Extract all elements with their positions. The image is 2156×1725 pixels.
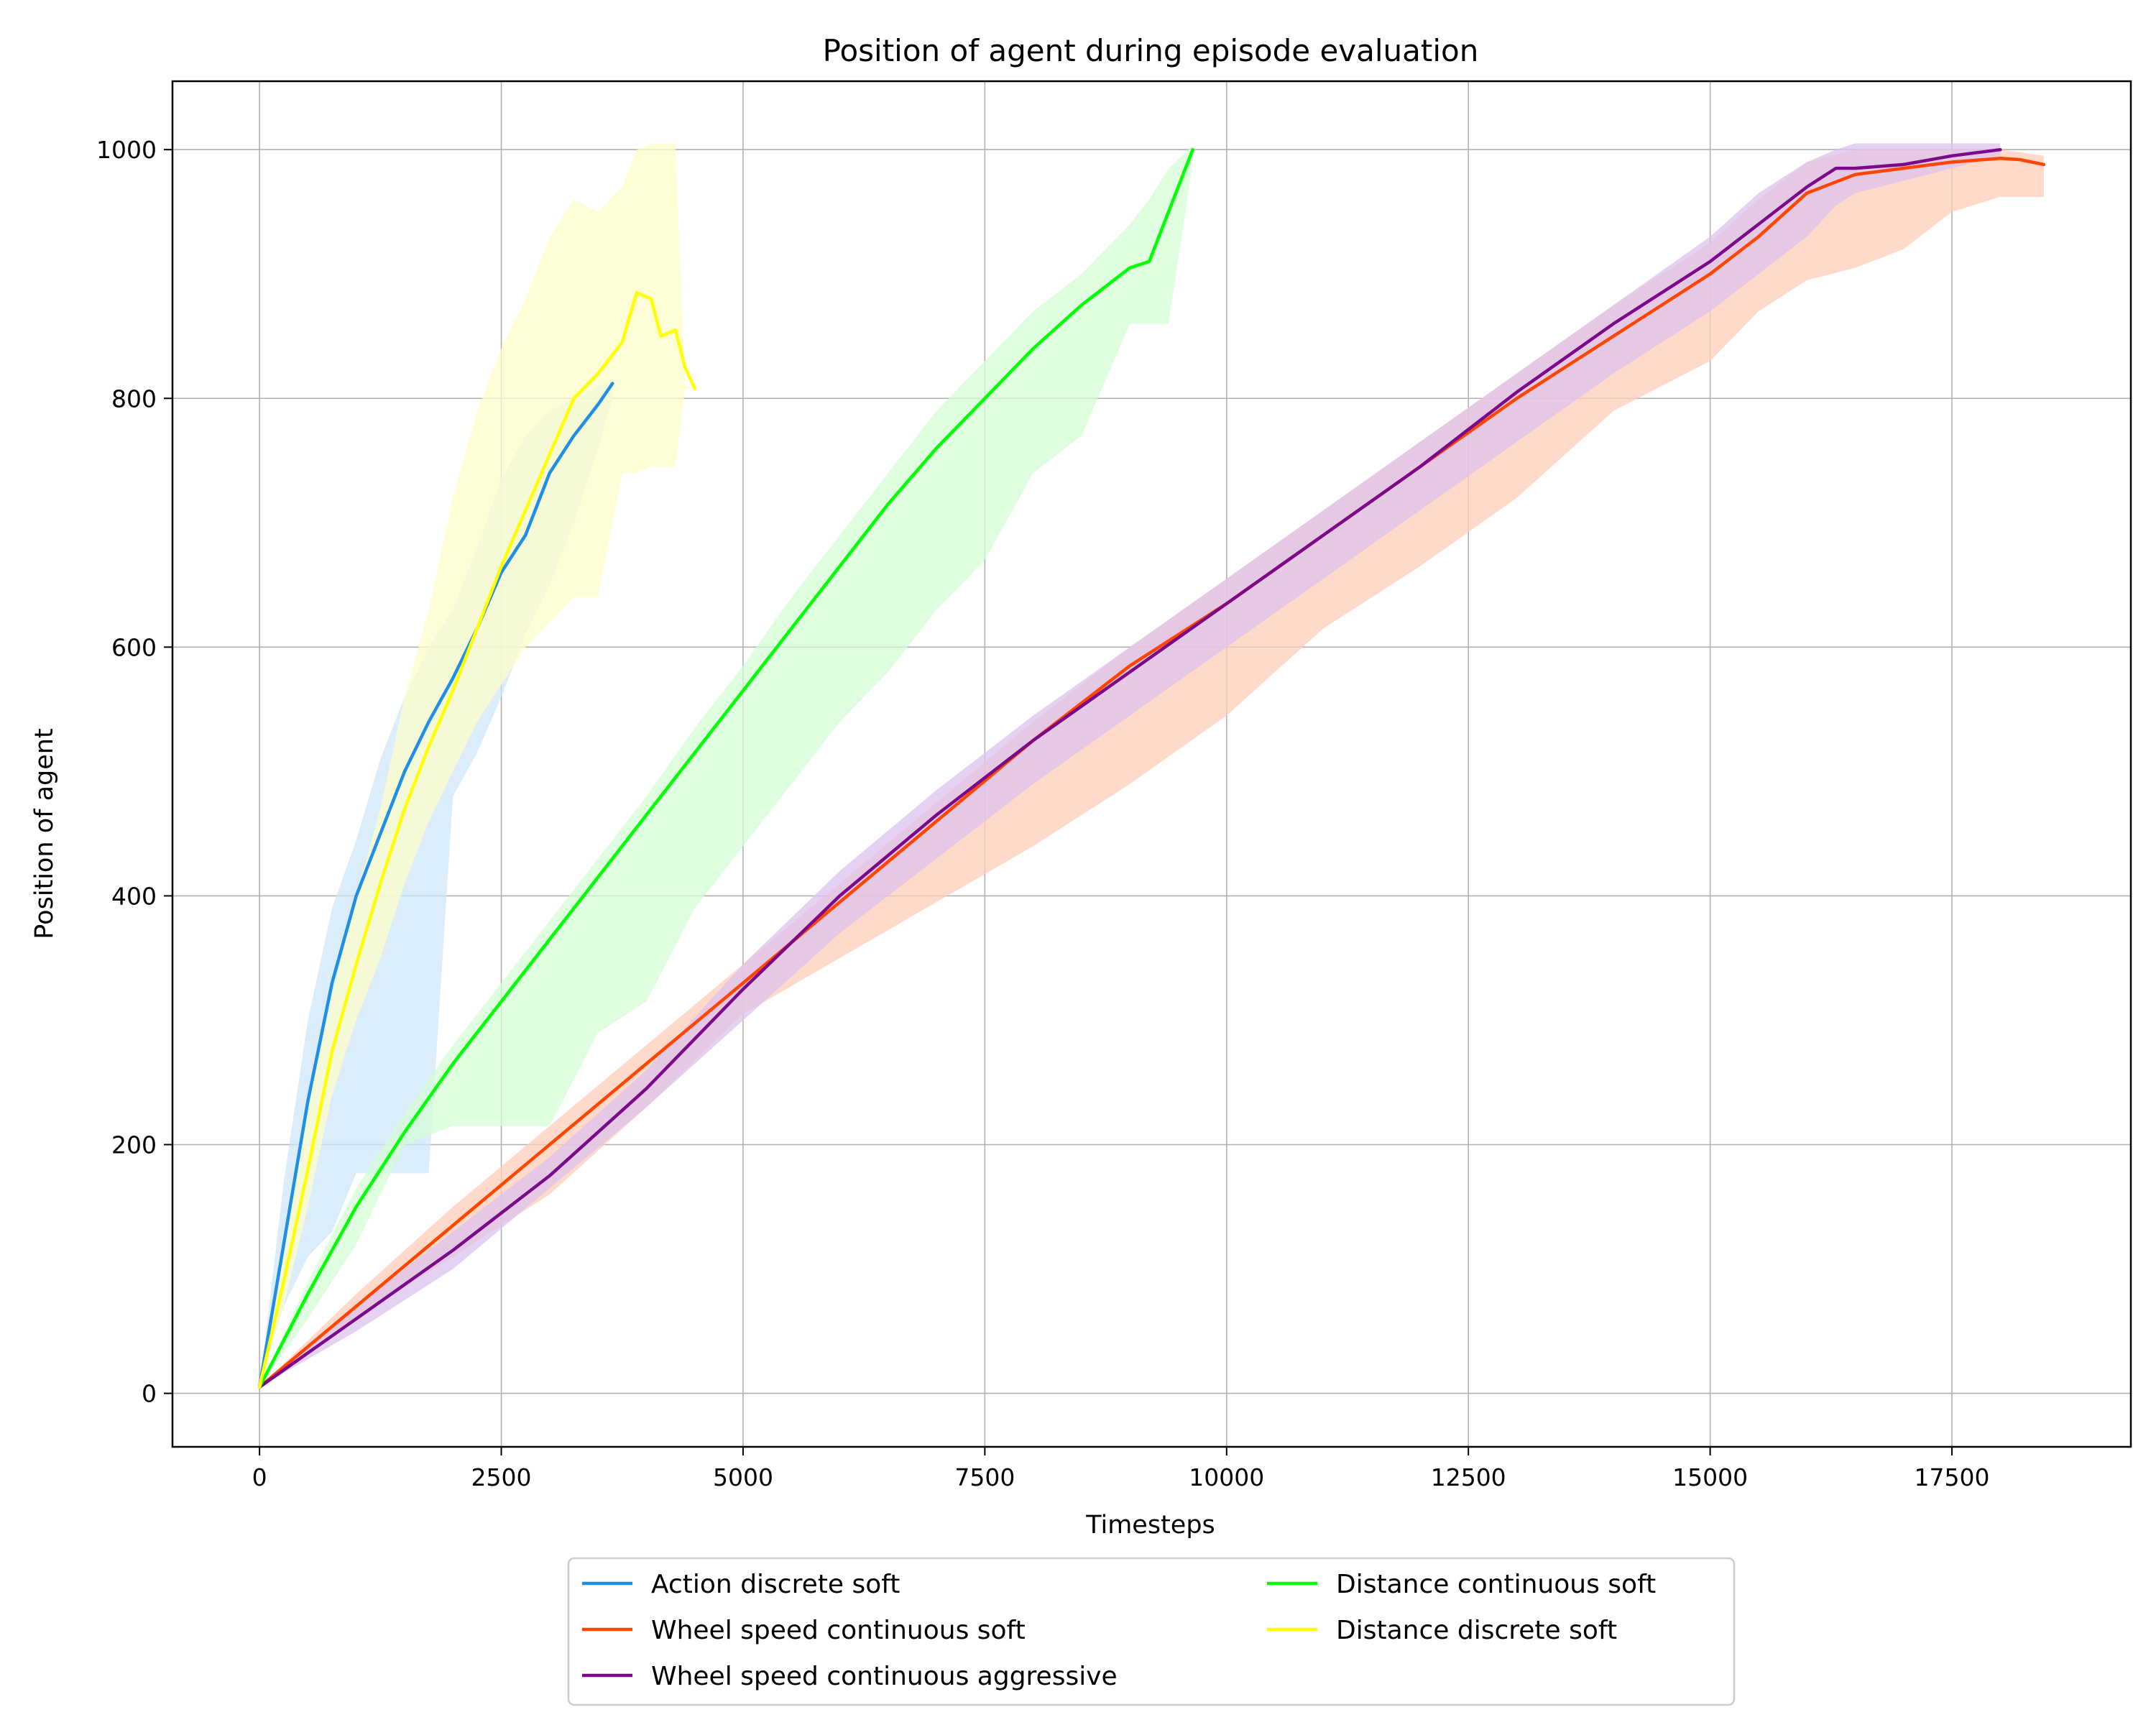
line-series-4	[257, 290, 696, 1389]
y-tick-label: 1000	[96, 136, 157, 164]
y-tick-label: 200	[111, 1131, 157, 1159]
legend-label-series-3: Distance continuous soft	[1336, 1570, 1656, 1599]
x-tick-label: 10000	[1189, 1463, 1264, 1491]
x-tick-label: 2500	[471, 1463, 532, 1491]
legend-label-series-0: Action discrete soft	[651, 1570, 900, 1599]
line-series-3	[257, 147, 1194, 1389]
y-tick-label: 0	[142, 1380, 157, 1408]
x-tick-label: 12500	[1431, 1463, 1506, 1491]
line-series-0	[257, 382, 614, 1389]
band-series-1	[259, 150, 2044, 1387]
legend-frame	[567, 1557, 1736, 1706]
x-axis-label: Timesteps	[1085, 1511, 1215, 1540]
x-tick-label: 7500	[954, 1463, 1015, 1491]
chart-title: Position of agent during episode evaluat…	[823, 33, 1479, 68]
y-tick-label: 400	[111, 882, 157, 910]
series-lines	[257, 147, 2046, 1389]
band-series-3	[259, 146, 1193, 1387]
legend-label-series-2: Wheel speed continuous aggressive	[651, 1662, 1118, 1691]
legend-label-series-4: Distance discrete soft	[1336, 1616, 1617, 1645]
axis-ticks: 0 2500 5000 7500 10000 12500 15000 17500 0 200 400…	[96, 136, 1990, 1491]
band-series-4	[259, 143, 695, 1387]
y-tick-label: 800	[111, 385, 157, 413]
x-tick-label: 15000	[1672, 1463, 1748, 1491]
y-tick-label: 600	[111, 633, 157, 661]
legend: Action discrete soft Wheel speed continuo…	[567, 1557, 1736, 1706]
x-tick-label: 5000	[713, 1463, 773, 1491]
legend-label-series-1: Wheel speed continuous soft	[651, 1616, 1026, 1645]
line-series-2	[257, 147, 2002, 1389]
x-tick-label: 17500	[1915, 1463, 1990, 1491]
plot-frame	[171, 80, 2132, 1448]
x-tick-label: 0	[252, 1463, 267, 1491]
y-axis-label: Position of agent	[30, 728, 59, 939]
